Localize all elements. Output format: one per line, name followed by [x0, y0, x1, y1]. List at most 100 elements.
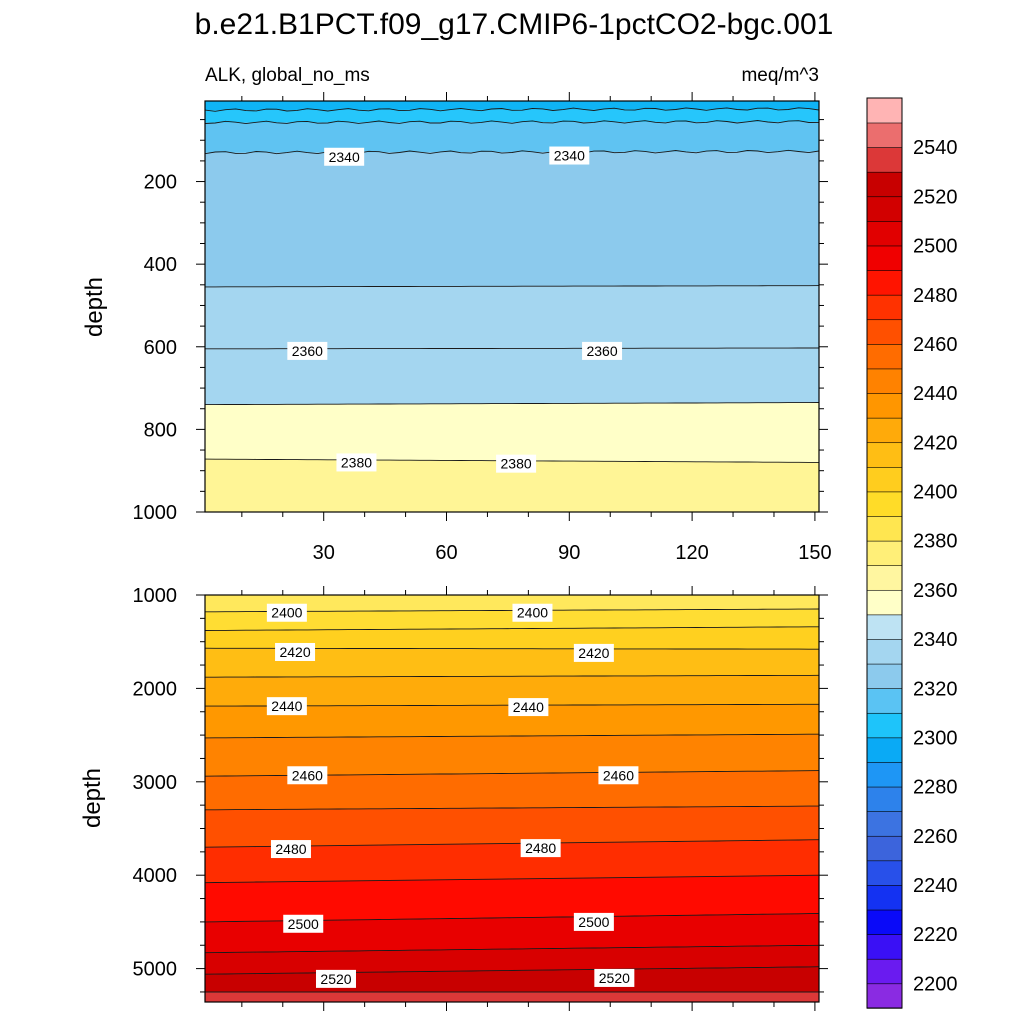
colorbar-swatch — [866, 687, 903, 714]
colorbar-swatch — [866, 146, 903, 173]
contour-label-box — [508, 698, 549, 717]
upper-y-tick-label: 1000 — [133, 502, 178, 524]
lower-contour-line-2410 — [205, 626, 819, 631]
upper-contour-label-2360: 2360 — [582, 341, 623, 360]
lower-contour-line-2430 — [205, 674, 819, 678]
contour-label-value: 2500 — [578, 914, 609, 930]
contour-label-value: 2460 — [292, 767, 323, 783]
lower-band-shape-2520-2530 — [205, 966, 819, 992]
contour-label-box — [573, 643, 614, 662]
lower-contour-line-2400 — [205, 608, 819, 613]
contour-label-box — [266, 697, 307, 716]
upper-subtitle-right: meq/m^3 — [741, 65, 819, 86]
colorbar-swatch — [866, 122, 903, 148]
lower-contour-label-2420: 2420 — [275, 642, 316, 661]
lower-y-axis-title: depth — [79, 768, 106, 828]
upper-subtitle-left: ALK, global_no_ms — [205, 65, 370, 86]
lower-contour-label-2480: 2480 — [270, 840, 311, 859]
colorbar-label: 2420 — [913, 432, 958, 454]
contour-label-value: 2440 — [271, 698, 302, 714]
contour-label-box — [594, 968, 635, 987]
upper-contour-label-2380: 2380 — [336, 453, 377, 472]
lower-y-tick-label: 1000 — [133, 585, 178, 607]
colorbar-label: 2480 — [913, 285, 958, 307]
lower-band-shape-2440-2450 — [205, 704, 819, 738]
lower-band-shape-2460-2470 — [205, 770, 819, 810]
upper-contour-line-2330 — [205, 120, 819, 125]
colorbar-swatch — [866, 909, 903, 935]
contour-label-box — [315, 969, 356, 988]
upper-band-shape-2370-2380 — [205, 402, 819, 463]
colorbar: 2200 2220 2240 2260 2280 2300 2320 2340 2360 2380… — [866, 97, 958, 1009]
upper-band-shape-2350-2360 — [205, 285, 819, 349]
colorbar-swatch — [866, 638, 903, 665]
contour-label-box — [270, 840, 311, 859]
lower-plot-area: 2400 2400 2420 2420 2440 2440 2460 2460 2480 2480… — [133, 585, 828, 1011]
colorbar-label: 2260 — [913, 826, 958, 848]
colorbar-swatch — [866, 392, 903, 419]
upper-band-shape-2320-2330 — [205, 108, 819, 123]
upper-y-axis-title: depth — [81, 277, 108, 337]
lower-band-2390-2400 — [205, 595, 819, 613]
lower-contour-label-2420: 2420 — [573, 643, 614, 662]
colorbar-label: 2440 — [913, 383, 958, 405]
upper-contour-line-2340 — [205, 149, 819, 155]
colorbar-swatch — [866, 515, 903, 542]
lower-contour-line-2450 — [205, 733, 819, 739]
contour-label-value: 2340 — [329, 149, 360, 165]
upper-x-tick-label: 90 — [558, 542, 580, 564]
colorbar-swatch — [866, 220, 903, 247]
upper-band-2310-2320 — [205, 101, 819, 111]
contour-label-value: 2380 — [341, 454, 372, 470]
contour-label-value: 2400 — [517, 605, 548, 621]
lower-contour-label-2440: 2440 — [508, 698, 549, 717]
contour-label-box — [283, 914, 324, 933]
lower-band-shape-2490-2500 — [205, 875, 819, 922]
upper-x-tick-label: 150 — [798, 542, 831, 564]
contour-label-value: 2440 — [513, 699, 544, 715]
upper-panel: ALK, global_no_ms meq/m^3 depth 2340 2340… — [81, 65, 832, 564]
colorbar-swatch — [866, 786, 903, 812]
contour-label-box — [573, 912, 614, 931]
contour-label-box — [324, 147, 365, 166]
lower-band-shape-2410-2420 — [205, 626, 819, 650]
contour-label-value: 2460 — [603, 767, 634, 783]
colorbar-label: 2240 — [913, 875, 958, 897]
contour-label-box — [549, 146, 590, 165]
lower-contour-label-2500: 2500 — [283, 914, 324, 933]
colorbar-swatch — [866, 417, 903, 444]
lower-y-tick-label: 2000 — [133, 678, 178, 700]
colorbar-label: 2280 — [913, 777, 958, 799]
upper-contour-label-2360: 2360 — [287, 341, 328, 360]
colorbar-swatch — [866, 466, 903, 493]
lower-band-shape-2470-2480 — [205, 806, 819, 848]
colorbar-label: 2200 — [913, 973, 958, 995]
lower-band-shape-2510-2520 — [205, 945, 819, 975]
colorbar-label: 2460 — [913, 334, 958, 356]
contour-label-value: 2360 — [292, 343, 323, 359]
colorbar-swatch — [866, 933, 903, 960]
upper-contour-label-2340: 2340 — [549, 146, 590, 165]
colorbar-swatch — [866, 171, 903, 198]
colorbar-label: 2340 — [913, 629, 958, 651]
figure-title: b.e21.B1PCT.f09_g17.CMIP6-1pctCO2-bgc.00… — [195, 8, 834, 41]
contour-label-box — [598, 766, 639, 785]
colorbar-label: 2380 — [913, 531, 958, 553]
upper-y-tick-label: 200 — [144, 172, 177, 194]
lower-contour-label-2500: 2500 — [573, 912, 614, 931]
upper-y-tick-label: 400 — [144, 254, 177, 276]
colorbar-label: 2540 — [913, 137, 958, 159]
contour-label-value: 2400 — [271, 605, 302, 621]
lower-panel: depth 2400 2400 2420 2420 2440 2440 2460 2460 24… — [79, 585, 828, 1011]
upper-y-tick-label: 600 — [144, 337, 177, 359]
lower-y-tick-label: 3000 — [133, 772, 178, 794]
upper-contour-line-2320 — [205, 107, 819, 112]
lower-contour-label-2460: 2460 — [598, 766, 639, 785]
contour-label-box — [512, 603, 553, 622]
lower-band-shape-2430-2440 — [205, 675, 819, 707]
contour-label-value: 2500 — [288, 916, 319, 932]
lower-contour-label-2520: 2520 — [594, 968, 635, 987]
colorbar-swatch — [866, 269, 903, 296]
lower-band-shape-2500-2510 — [205, 913, 819, 953]
